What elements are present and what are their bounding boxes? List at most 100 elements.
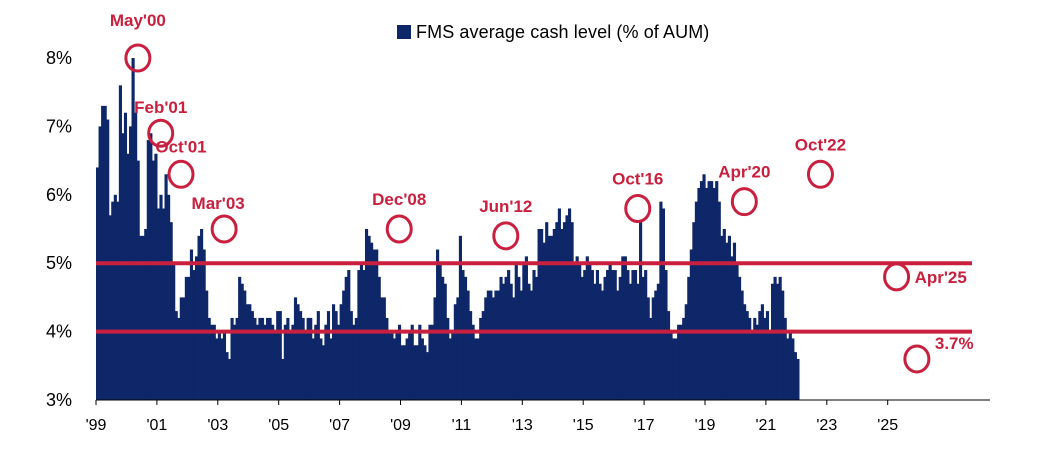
bar	[268, 317, 272, 400]
bar	[750, 331, 754, 400]
bar	[149, 133, 153, 401]
bar	[395, 331, 399, 400]
bar	[146, 140, 150, 400]
bar	[301, 317, 305, 400]
bar	[499, 276, 503, 400]
bar	[403, 345, 407, 400]
bar	[562, 222, 567, 400]
bar	[392, 338, 397, 400]
bar	[781, 290, 785, 400]
bar	[344, 276, 348, 400]
bar	[390, 331, 394, 400]
bar	[197, 235, 201, 400]
bar	[748, 317, 752, 400]
bar	[585, 256, 589, 400]
bar	[737, 276, 742, 400]
bar	[184, 276, 188, 400]
bar	[755, 324, 759, 400]
bar	[710, 181, 714, 400]
x-tick-label: '19	[695, 417, 716, 434]
bar	[258, 317, 262, 400]
bar	[174, 311, 178, 400]
bar	[796, 358, 800, 400]
bar	[567, 208, 572, 400]
bar	[293, 297, 298, 400]
bar	[778, 276, 782, 400]
bar	[727, 235, 731, 400]
bar	[489, 290, 493, 400]
bar	[423, 345, 427, 400]
bar	[202, 249, 206, 400]
bar	[732, 242, 737, 400]
bar	[702, 174, 706, 400]
bar	[659, 201, 663, 400]
bar	[600, 290, 605, 400]
bar	[646, 297, 650, 400]
bar	[768, 331, 772, 400]
bar	[266, 317, 270, 400]
bar	[725, 242, 729, 400]
x-tick-label: '07	[329, 417, 350, 434]
y-tick-label: 6%	[46, 185, 72, 205]
bar	[362, 270, 366, 400]
bar	[342, 290, 346, 400]
bar	[103, 105, 107, 400]
bar	[664, 270, 668, 400]
bar	[674, 338, 678, 400]
bar	[238, 276, 242, 400]
bar	[331, 304, 336, 400]
bar	[542, 242, 546, 400]
bar	[504, 276, 508, 400]
bar	[758, 311, 762, 400]
bar	[306, 317, 310, 400]
annotation-circle	[210, 214, 238, 244]
bar	[682, 317, 686, 400]
bar	[606, 270, 610, 400]
x-tick-label: '01	[146, 417, 167, 434]
bar	[633, 270, 638, 400]
bar	[276, 311, 280, 400]
bar	[765, 311, 770, 400]
bar	[233, 324, 237, 400]
bar	[405, 338, 409, 400]
bar	[349, 311, 353, 400]
bar	[192, 270, 196, 400]
bar	[177, 317, 181, 400]
bar	[684, 304, 688, 400]
bar	[496, 290, 501, 400]
bar	[296, 304, 300, 400]
bar	[283, 324, 287, 400]
bar	[354, 317, 358, 400]
bar	[448, 338, 452, 400]
bar	[697, 187, 701, 400]
bar	[210, 324, 214, 400]
bar	[167, 194, 171, 400]
bar	[651, 297, 655, 400]
annotation-circle	[903, 344, 931, 374]
bar	[552, 229, 556, 400]
bar	[654, 290, 658, 400]
bar	[621, 256, 625, 400]
bar	[304, 331, 308, 400]
annotation-circle	[167, 159, 195, 189]
bar	[694, 201, 698, 400]
bar	[408, 331, 412, 400]
bar	[613, 270, 617, 400]
bar	[286, 317, 290, 400]
x-tick-label: '15	[573, 417, 594, 434]
bar	[96, 167, 100, 400]
bar	[299, 311, 303, 400]
bar	[400, 345, 404, 400]
bar	[712, 187, 716, 400]
bar	[509, 283, 513, 400]
bar	[453, 304, 457, 400]
bar	[740, 290, 744, 400]
bar	[575, 256, 579, 400]
bar	[316, 311, 320, 400]
annotations: May'00 Feb'01 Oct'01 Mar'03 Dec'08 Jun'12 Oct'…	[110, 11, 974, 374]
y-tick-label: 8%	[46, 48, 72, 68]
bar	[793, 352, 797, 400]
bar	[618, 276, 622, 400]
bar	[164, 174, 168, 400]
